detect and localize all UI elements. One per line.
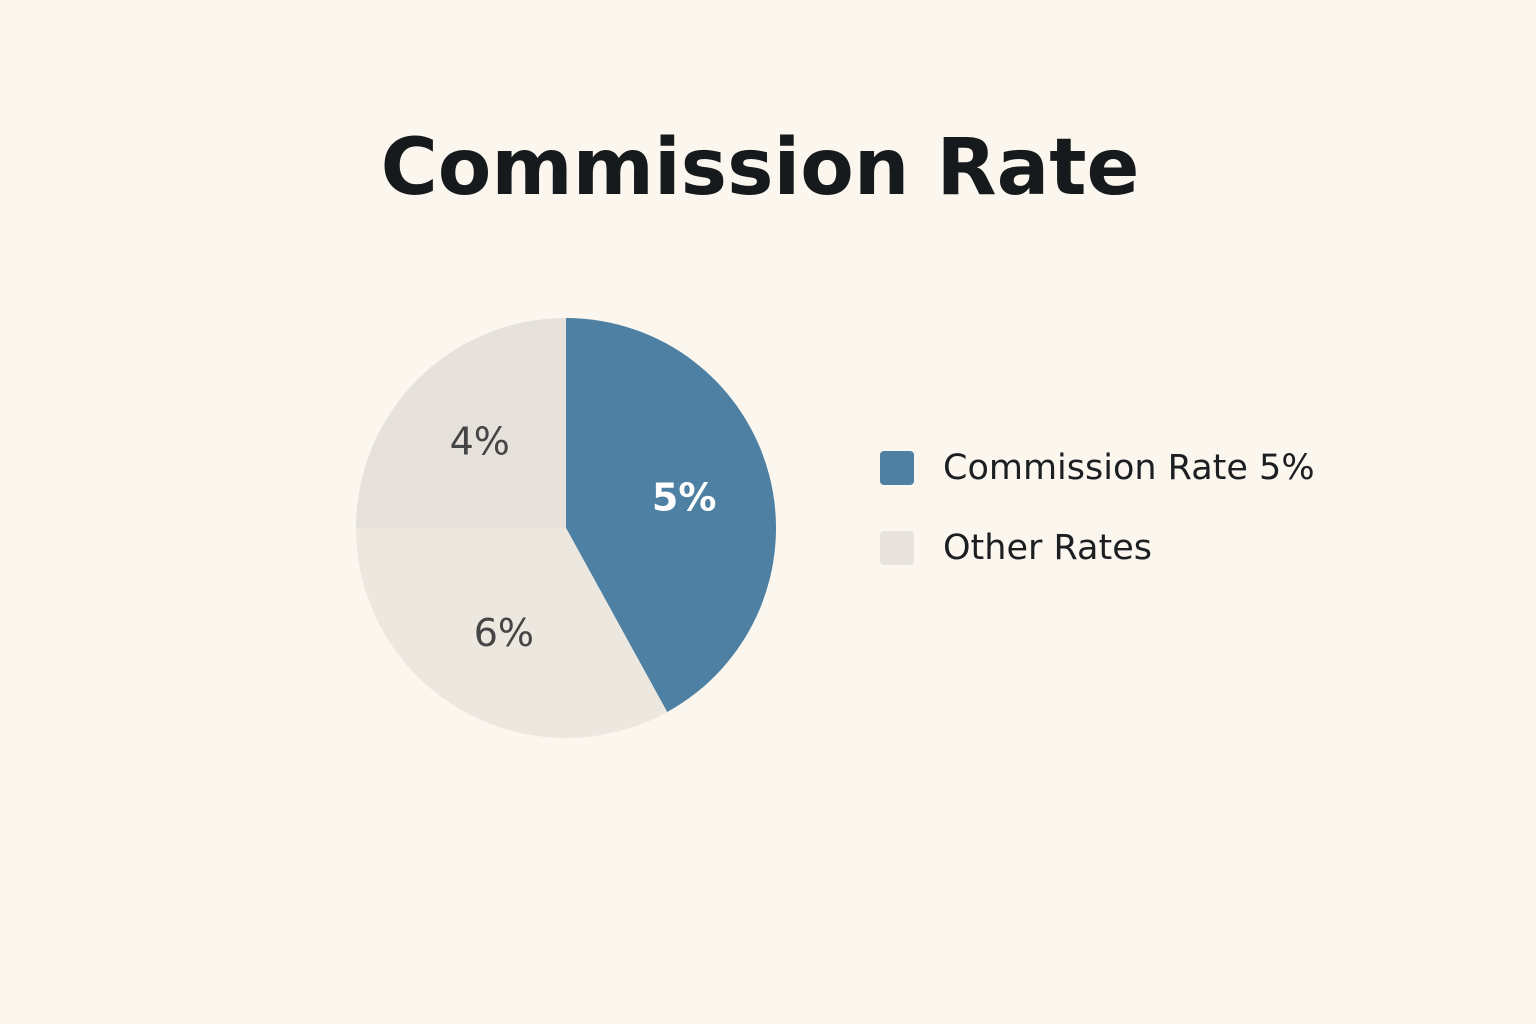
chart-legend: Commission Rate 5% Other Rates: [880, 440, 1315, 600]
legend-swatch-commission-rate: [880, 451, 914, 485]
legend-item-other-rates: Other Rates: [880, 520, 1315, 576]
slice-label-4pct: 4%: [450, 420, 510, 464]
legend-item-commission-rate: Commission Rate 5%: [880, 440, 1315, 496]
legend-swatch-other-rates: [880, 531, 914, 565]
slice-label-5pct: 5%: [652, 476, 717, 520]
legend-label-other-rates: Other Rates: [943, 528, 1152, 568]
pie-slice-4pct: [356, 318, 566, 528]
pie-slice-6pct: [356, 528, 668, 739]
pie-labels: 5% 6% 4%: [450, 420, 717, 655]
chart-title: Commission Rate: [380, 123, 1140, 213]
slice-label-6pct: 6%: [474, 611, 534, 655]
pie-slices: [356, 318, 777, 739]
legend-label-commission-rate: Commission Rate 5%: [943, 448, 1315, 488]
pie-slice-5pct: [566, 318, 777, 713]
